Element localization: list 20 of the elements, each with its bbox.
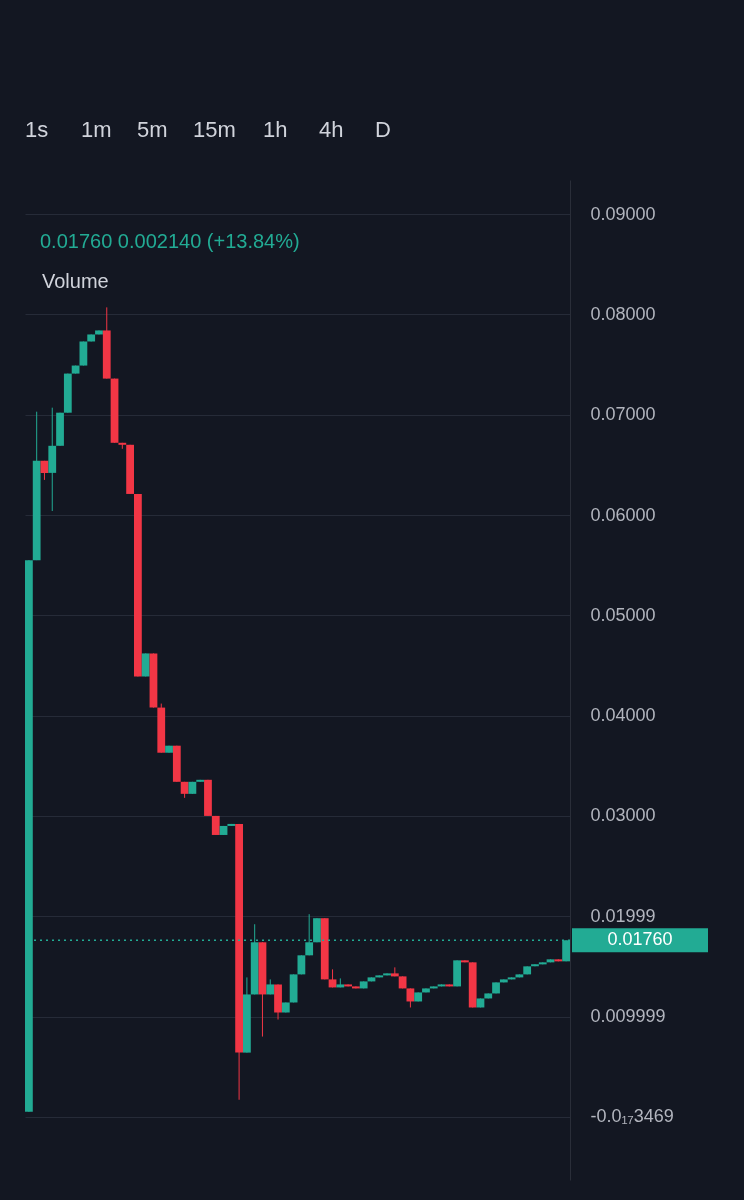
y-tick-label: 0.08000 [590, 303, 656, 324]
y-tick-label: 0.05000 [590, 604, 656, 625]
y-tick-label: 0.07000 [590, 404, 656, 425]
y-tick-label: 0.009999 [590, 1006, 666, 1027]
y-tick-label: -0.0₁₇3469 [590, 1106, 674, 1127]
text: 1s [25, 117, 49, 142]
annotation: Volume [42, 270, 109, 292]
text: 4h [319, 117, 344, 142]
y-tick-label: 0.06000 [590, 504, 656, 525]
text: 0.01760 0.002140 (+13.84%) [40, 230, 300, 252]
ref-line-label: 0.01760 [607, 929, 673, 950]
text: 15m [193, 117, 236, 142]
text: 1h [263, 117, 288, 142]
text: D [375, 117, 391, 142]
y-tick-label: 0.03000 [590, 805, 656, 826]
y-tick-label: 0.04000 [590, 705, 656, 726]
text: 5m [137, 117, 168, 142]
text: 1m [81, 117, 112, 142]
y-tick-label: 0.01999 [590, 905, 656, 926]
y-tick-label: 0.09000 [590, 203, 656, 224]
